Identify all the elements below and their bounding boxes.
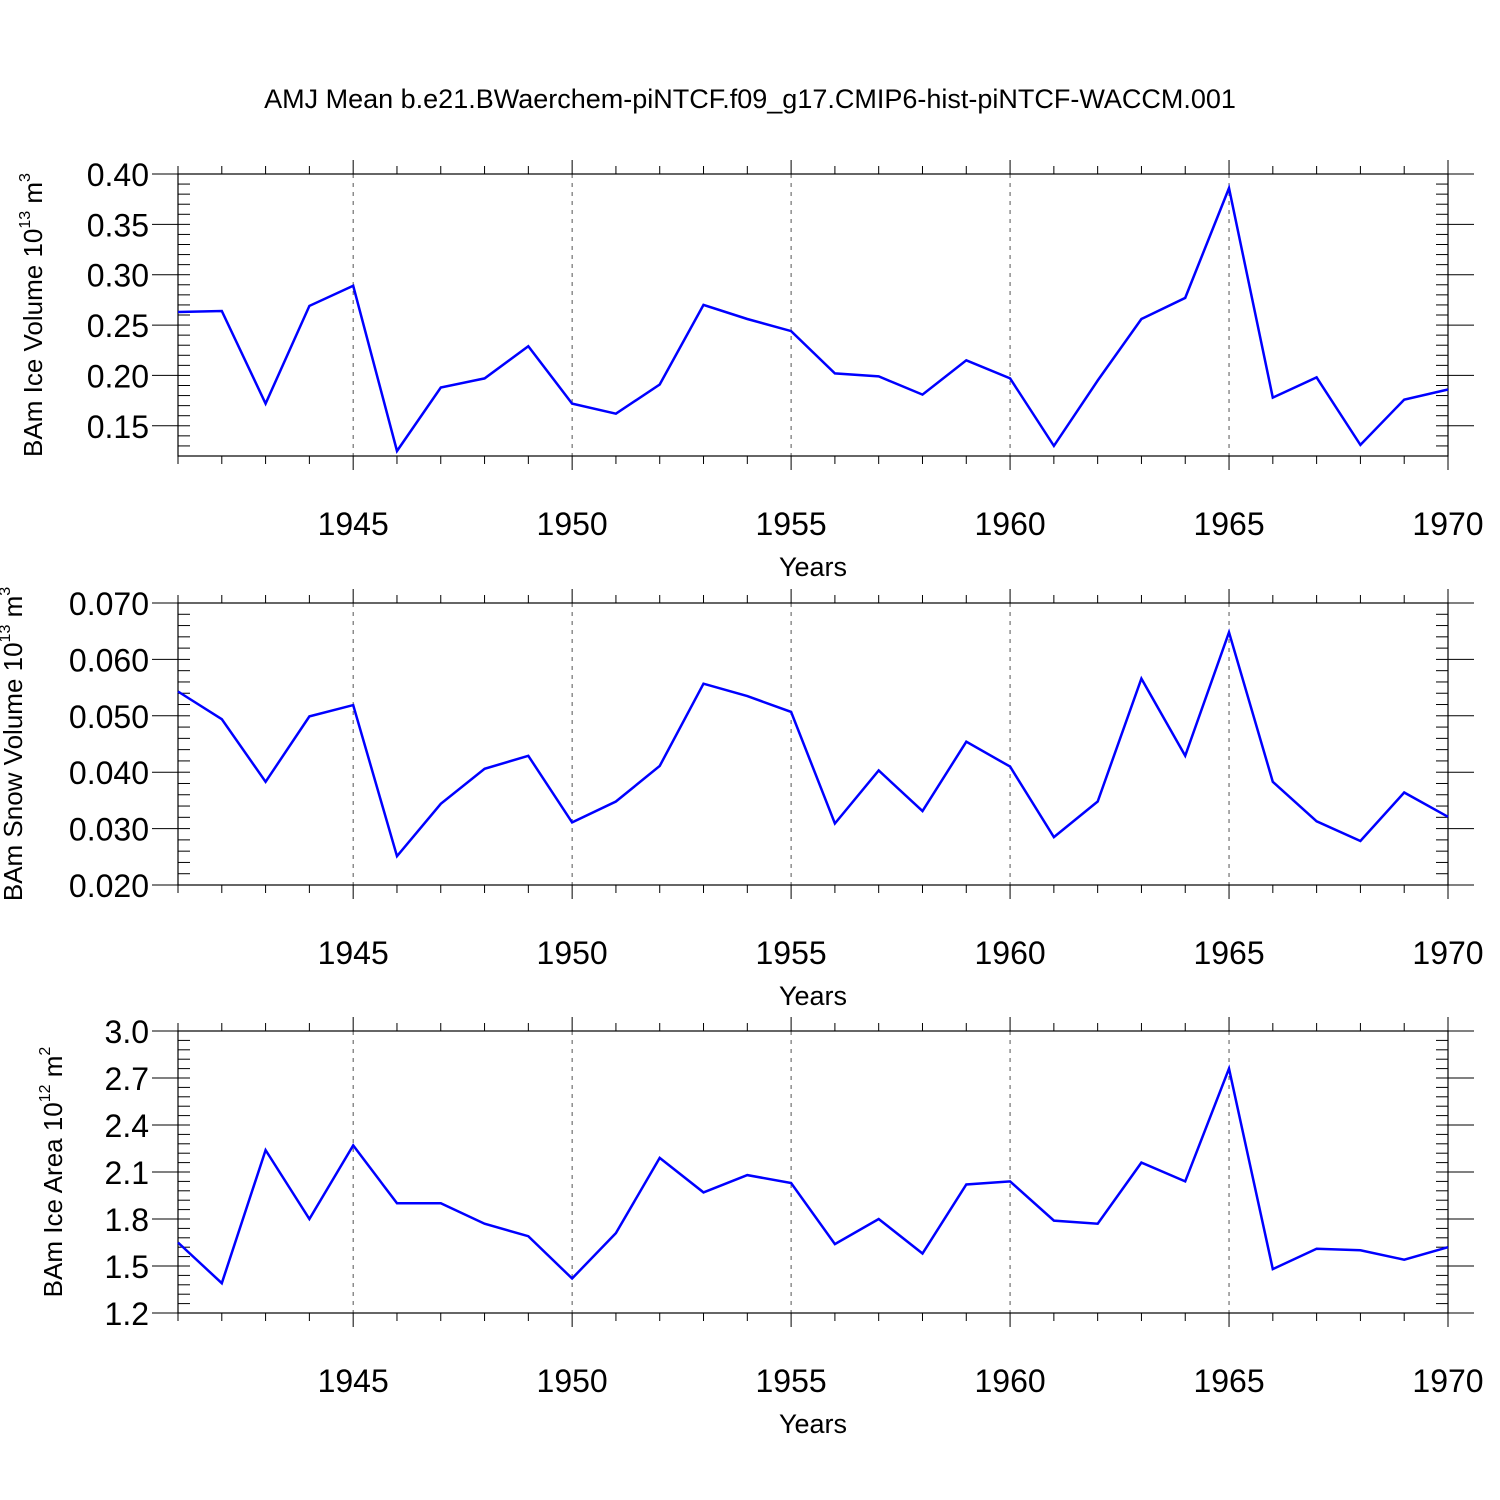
x-tick-label: 1950	[537, 935, 608, 971]
plot-frame	[177, 1030, 1449, 1314]
y-tick-label: 2.4	[105, 1108, 149, 1144]
x-tick-label: 1955	[756, 1363, 827, 1399]
x-tick-label: 1955	[756, 506, 827, 542]
x-tick-label: 1960	[974, 935, 1045, 971]
x-axis-label: Years	[779, 552, 847, 582]
x-tick-label: 1945	[318, 1363, 389, 1399]
plot-panel-1: 0.15 0.20 0.25 0.30 0.35 0.40 1945 1950 1955 1960…	[17, 157, 1484, 582]
y-tick-label: 2.1	[105, 1155, 149, 1191]
x-tick-label: 1950	[537, 1363, 608, 1399]
y-tick-label: 0.050	[69, 699, 149, 735]
y-tick-label: 1.5	[105, 1249, 149, 1285]
y-tick-label: 0.020	[69, 868, 149, 904]
series-line	[177, 1064, 1449, 1286]
y-tick-label: 0.35	[87, 207, 149, 243]
x-axis-label: Years	[779, 1409, 847, 1439]
x-tick-label: 1945	[318, 506, 389, 542]
y-tick-label: 0.15	[87, 409, 149, 445]
x-tick-label: 1960	[974, 506, 1045, 542]
y-axis-label: BAm Ice Area 1012 m2	[37, 1047, 68, 1298]
series-line	[177, 183, 1449, 454]
x-tick-label: 1945	[318, 935, 389, 971]
y-tick-label: 2.7	[105, 1061, 149, 1097]
x-tick-label: 1955	[756, 935, 827, 971]
y-tick-label: 3.0	[105, 1014, 149, 1050]
y-tick-label: 1.2	[105, 1296, 149, 1332]
x-axis-label: Years	[779, 981, 847, 1011]
plot-frame	[177, 602, 1449, 886]
x-tick-label: 1965	[1193, 506, 1264, 542]
y-axis-label: BAm Ice Volume 1013 m3	[17, 173, 48, 457]
y-tick-label: 0.060	[69, 642, 149, 678]
x-tick-label: 1970	[1412, 506, 1483, 542]
y-tick-label: 0.040	[69, 755, 149, 791]
x-tick-label: 1950	[537, 506, 608, 542]
plot-frame	[177, 173, 1449, 457]
y-axis-label: BAm Snow Volume 1013 m3	[0, 587, 28, 901]
y-tick-label: 0.40	[87, 157, 149, 193]
y-tick-label: 0.25	[87, 308, 149, 344]
x-tick-label: 1965	[1193, 1363, 1264, 1399]
y-tick-label: 0.20	[87, 358, 149, 394]
x-tick-label: 1970	[1412, 1363, 1483, 1399]
plot-panel-3: 1.2 1.5 1.8 2.1 2.4 2.7 3.0 1945 1950 1955 1960 196…	[37, 1014, 1484, 1439]
chart-title: AMJ Mean b.e21.BWaerchem-piNTCF.f09_g17.…	[264, 84, 1236, 114]
series-line	[177, 628, 1449, 859]
x-tick-label: 1965	[1193, 935, 1264, 971]
y-tick-label: 0.070	[69, 586, 149, 622]
y-tick-label: 1.8	[105, 1202, 149, 1238]
y-tick-label: 0.30	[87, 258, 149, 294]
y-tick-label: 0.030	[69, 812, 149, 848]
x-tick-label: 1970	[1412, 935, 1483, 971]
x-tick-label: 1960	[974, 1363, 1045, 1399]
plot-panel-2: 0.020 0.030 0.040 0.050 0.060 0.070 1945 1950 19…	[0, 586, 1484, 1011]
